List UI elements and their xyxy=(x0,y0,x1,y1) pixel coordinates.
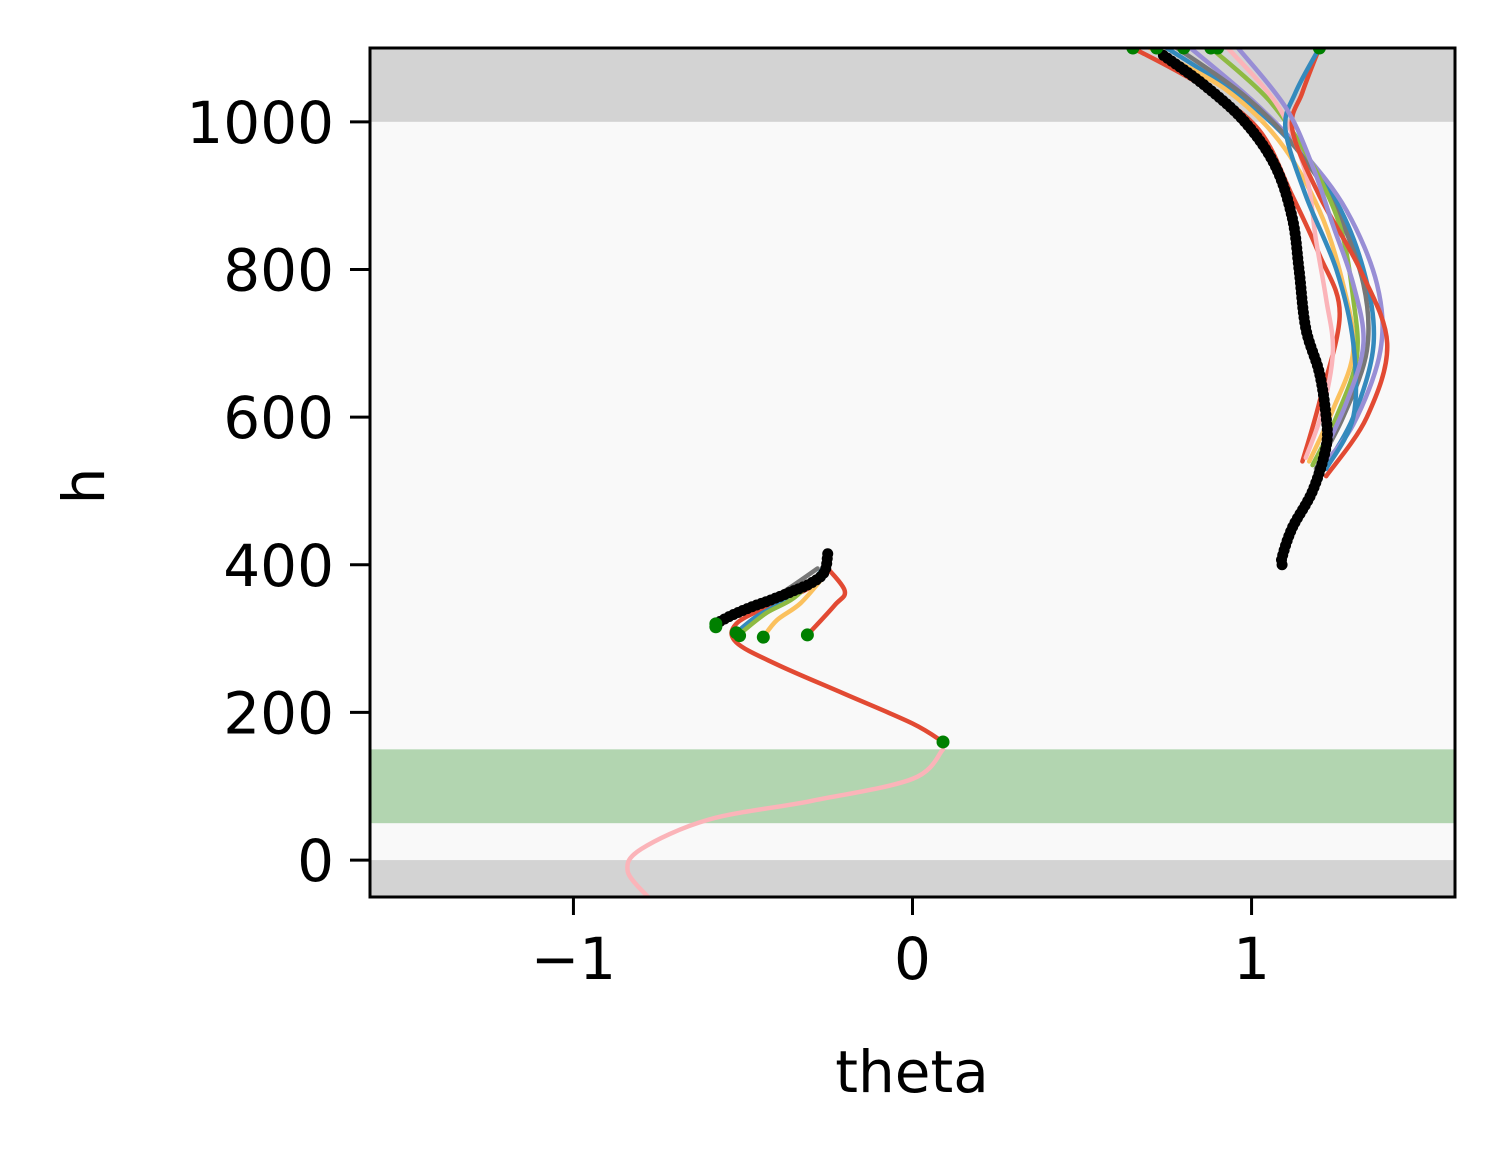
mean-trajectories xyxy=(710,49,1333,630)
endpoint-marker-11 xyxy=(1211,48,1225,55)
series-line-0 xyxy=(625,747,946,897)
bands xyxy=(370,48,1455,897)
y-tick-label: 0 xyxy=(297,827,334,895)
endpoint-marker-0 xyxy=(936,735,950,749)
y-tick-label: 800 xyxy=(223,236,334,304)
y-tick-label: 1000 xyxy=(186,89,334,157)
endpoint-marker-5 xyxy=(756,630,770,644)
mean-dot xyxy=(822,548,834,560)
endpoint-marker-9 xyxy=(1177,48,1191,55)
x-tick-label: 0 xyxy=(894,925,931,993)
series-line-10 xyxy=(1174,48,1371,472)
series-line-4 xyxy=(761,573,827,640)
y-tick-label: 400 xyxy=(223,532,334,600)
series-line-16 xyxy=(1235,48,1366,464)
x-tick-label: 1 xyxy=(1233,925,1270,993)
x-axis-ticks: −1 0 1 xyxy=(531,897,1270,993)
endpoint-marker-2 xyxy=(709,620,723,634)
series-line-12 xyxy=(1208,48,1360,468)
y-axis-label: h xyxy=(50,468,118,505)
mean-dot xyxy=(1276,559,1288,571)
endpoint-markers xyxy=(709,48,1326,749)
band-target xyxy=(370,749,1455,824)
y-axis-ticks: 0 200 400 600 800 1000 xyxy=(186,89,370,895)
endpoint-marker-8 xyxy=(1150,48,1164,55)
x-axis-label: theta xyxy=(835,1038,988,1106)
series-line-14 xyxy=(1289,48,1390,479)
endpoint-marker-4 xyxy=(733,629,747,643)
endpoint-marker-12 xyxy=(1312,48,1326,55)
x-tick-label: −1 xyxy=(531,925,617,993)
series-line-2 xyxy=(805,562,848,638)
endpoint-marker-7 xyxy=(1126,48,1140,55)
series-line-15 xyxy=(1282,48,1359,472)
y-tick-label: 200 xyxy=(223,679,334,747)
y-tick-label: 600 xyxy=(223,384,334,452)
band-forbidden-bottom xyxy=(370,860,1455,897)
series-line-11 xyxy=(1147,48,1356,464)
endpoint-marker-6 xyxy=(800,628,814,642)
